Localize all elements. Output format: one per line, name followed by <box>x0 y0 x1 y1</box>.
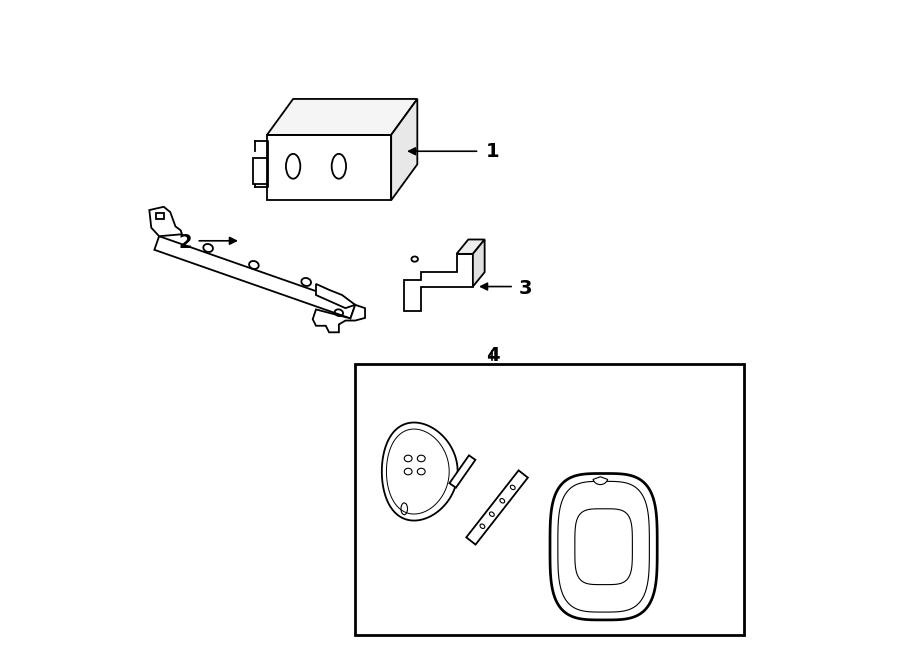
Polygon shape <box>155 236 356 318</box>
Polygon shape <box>149 207 182 236</box>
Bar <box>156 213 164 219</box>
Bar <box>356 363 744 635</box>
Text: 1: 1 <box>486 142 500 161</box>
Text: 4: 4 <box>486 346 500 365</box>
Polygon shape <box>386 429 449 514</box>
Text: 2: 2 <box>178 233 192 252</box>
Polygon shape <box>267 99 418 135</box>
Polygon shape <box>382 422 457 520</box>
Polygon shape <box>456 240 484 254</box>
Polygon shape <box>472 240 484 287</box>
Polygon shape <box>404 254 472 311</box>
Text: 3: 3 <box>518 279 532 298</box>
Polygon shape <box>466 471 528 545</box>
Polygon shape <box>449 455 475 488</box>
Polygon shape <box>392 99 418 201</box>
Polygon shape <box>316 284 356 308</box>
Polygon shape <box>312 305 365 332</box>
Wedge shape <box>593 477 608 485</box>
Polygon shape <box>253 158 267 184</box>
Polygon shape <box>558 481 650 612</box>
Polygon shape <box>267 135 392 201</box>
Polygon shape <box>575 509 633 585</box>
Polygon shape <box>550 473 657 620</box>
